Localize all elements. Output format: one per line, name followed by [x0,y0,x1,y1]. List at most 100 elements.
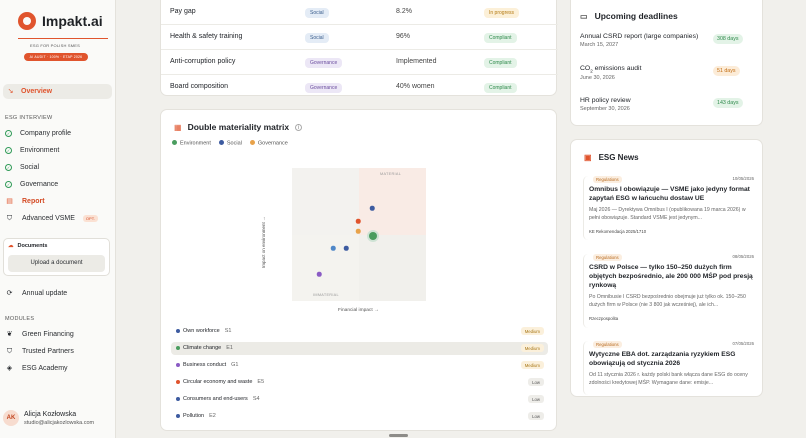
scroll-handle[interactable] [389,434,408,437]
nav-report[interactable]: ▤ Report [5,195,44,207]
brand-logo[interactable]: Impakt.ai [18,12,103,30]
category-label: Business conduct [183,362,227,368]
news-source: KE Rekomendacja 2025/1710 [589,229,647,234]
chart-icon: ↘ [7,88,14,95]
deadline-item[interactable]: HR policy review September 30, 2026 [580,97,631,112]
indicators-card: Pay gap Social 8.2% In progress Health &… [160,0,558,96]
news-headline: Wytyczne EBA dot. zarządzania ryzykiem E… [589,351,736,368]
list-item[interactable]: Circular economy and waste E5 Low [171,376,548,389]
category-dot [176,397,180,401]
check-circle-icon: ✓ [5,163,12,171]
nav-company-profile[interactable]: ✓ Company profile [5,127,71,139]
matrix-legend: Environment Social Governance [172,140,288,147]
shield-icon: ⛉ [6,347,13,355]
list-item[interactable]: Business conduct G1 Medium [171,359,548,372]
upload-document-button[interactable]: Upload a document [8,255,105,272]
material-label: MATERIAL [380,172,402,176]
news-title: ESG News [598,153,639,162]
deadlines-title: Upcoming deadlines [594,11,678,21]
deadline-date: September 30, 2026 [580,106,630,112]
table-row[interactable]: Anti-corruption policy Governance Implem… [161,50,558,75]
category-code: G1 [231,362,239,368]
list-item[interactable]: Climate change E1 Medium [171,342,548,355]
nav-esg-academy[interactable]: ◈ ESG Academy [5,362,68,374]
user-profile[interactable]: AK Alicja Kozłowska studio@alicjakozlows… [3,410,94,426]
legend-label: Environment [180,140,211,147]
nav-trusted-partners[interactable]: ⛉ Trusted Partners [5,345,74,357]
category-label: Pollution [183,413,205,419]
grid-icon: ▦ [174,122,182,132]
news-item[interactable]: Regulations 08/05/2026 CSRD w Polsce — t… [583,254,760,328]
info-icon[interactable]: i [295,123,303,131]
matrix-point-governance[interactable] [355,218,361,224]
news-headline: CSRD w Polsce — tylko 150–250 dużych fir… [589,264,753,290]
news-date: 08/05/2026 [732,254,754,259]
nav-governance[interactable]: ✓ Governance [5,178,58,190]
news-item[interactable]: Regulations 07/05/2026 Wytyczne EBA dot.… [583,341,760,395]
deadline-name: Annual CSRD report (large companies) [580,33,699,40]
section-modules: MODULES [5,316,35,322]
logo-pin-icon [18,12,36,30]
category-dot [176,380,180,384]
indicator-value: Implemented [396,58,437,65]
status-badge: Compliant [484,58,517,68]
category-label: Consumers and end-users [183,396,248,402]
matrix-title: Double materiality matrix [187,122,290,132]
deadline-item[interactable]: Annual CSRD report (large companies) Mar… [580,33,698,48]
nav-overview[interactable]: ↘ Overview [3,84,112,99]
nav-social[interactable]: ✓ Social [5,161,39,173]
category-name: Business conduct G1 [183,362,238,368]
shield-icon: ⛉ [6,214,13,222]
upload-cloud-icon: ☁ [8,243,14,249]
user-email: studio@alicjakozlowska.com [24,419,95,426]
graduation-cap-icon: ◈ [6,364,13,372]
documents-header: ☁ Documents [8,243,47,249]
optional-badge: OPT. [82,214,98,222]
category-dot [176,363,180,367]
category-label: Own workforce [183,328,220,334]
table-row[interactable]: Health & safety training Social 96% Comp… [161,25,558,50]
nav-label: Governance [20,180,59,188]
category-tag: Social [305,33,329,43]
deadline-name-part: CO [580,65,591,72]
table-row[interactable]: Board composition Governance 40% women C… [161,75,558,100]
news-date: 07/05/2026 [732,341,754,346]
table-row[interactable]: Pay gap Social 8.2% In progress [161,0,558,25]
news-source: Rzeczpospolita [589,316,619,321]
matrix-point-social[interactable] [330,245,336,251]
nav-environment[interactable]: ✓ Environment [5,144,59,156]
calendar-icon: ▭ [580,11,588,21]
matrix-point-social[interactable] [343,245,349,251]
deadline-name: CO2 emissions audit [580,65,641,73]
legend-social: Social [218,140,242,147]
list-item[interactable]: Pollution E2 Low [171,410,548,423]
category-name: Pollution E2 [183,413,216,419]
quadrant [359,234,426,301]
category-code: S4 [252,396,260,402]
logo-divider [18,38,108,39]
legend-environment: Environment [172,140,211,147]
days-remaining-badge: 51 days [713,66,740,76]
priority-badge: Low [528,412,544,420]
matrix-point-social[interactable] [369,205,375,211]
deadline-item[interactable]: CO2 emissions audit June 30, 2026 [580,65,641,81]
list-item[interactable]: Own workforce S1 Medium [171,325,548,338]
nav-advanced-vsme[interactable]: ⛉ Advanced VSME OPT. [5,212,98,224]
deadlines-header: ▭ Upcoming deadlines [580,11,678,21]
brand-name: Impakt.ai [42,13,103,29]
subscript: 2 [590,68,593,74]
list-item[interactable]: Consumers and end-users S4 Low [171,393,548,406]
category-code: E5 [257,379,265,385]
news-item[interactable]: Regulations 10/05/2026 Omnibus I obowiąz… [583,176,760,240]
matrix-point-governance[interactable] [355,228,361,234]
nav-annual-update[interactable]: ⟳ Annual update [5,287,68,299]
matrix-point-climate-change[interactable] [369,232,377,240]
section-esg-interview: ESG INTERVIEW [5,115,53,121]
indicator-value: 96% [396,33,411,40]
indicator-name: Anti-corruption policy [170,58,236,65]
nav-label: Annual update [22,289,68,297]
leaf-icon: ❦ [6,330,13,338]
days-remaining-badge: 143 days [713,98,743,108]
matrix-point-governance[interactable] [316,271,322,277]
nav-green-financing[interactable]: ❦ Green Financing [5,328,74,340]
